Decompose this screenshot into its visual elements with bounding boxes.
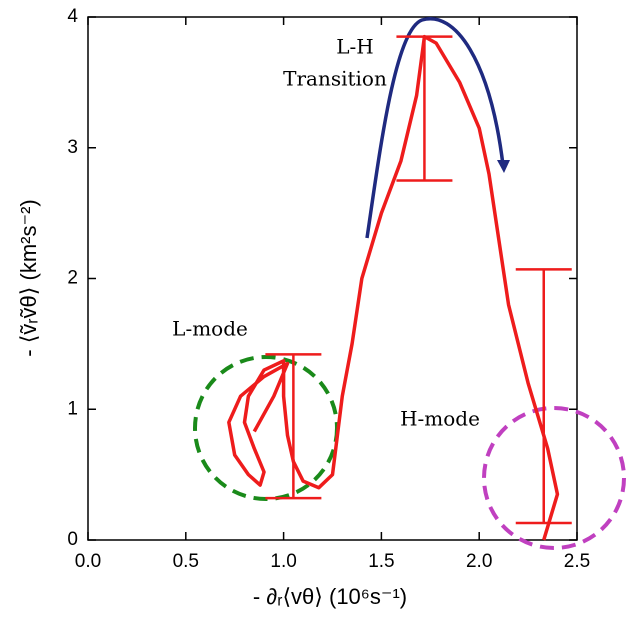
y-tick-label: 3 (67, 137, 78, 158)
y-axis-label: - ⟨ṽᵣṽθ⟩ (km²s⁻²) (16, 199, 41, 356)
data-line (227, 34, 560, 541)
l-mode-circle (193, 355, 339, 501)
arrow-head (497, 160, 510, 173)
annotation: L-mode (172, 317, 248, 341)
transition-arrow (365, 17, 505, 239)
annotation: Transition (283, 67, 387, 91)
annotation: H-mode (400, 407, 480, 431)
y-tick-label: 1 (67, 398, 78, 419)
x-tick-label: 1.0 (270, 551, 296, 572)
h-mode-circle (482, 406, 626, 550)
x-tick-label: 2.5 (564, 551, 590, 572)
x-tick-label: 1.5 (368, 551, 394, 572)
y-tick-label: 4 (67, 6, 78, 27)
y-tick-label: 0 (67, 529, 78, 550)
x-tick-label: 0.5 (173, 551, 199, 572)
y-tick-label: 2 (67, 268, 78, 289)
annotation: L-H (336, 35, 373, 59)
x-tick-label: 2.0 (466, 551, 492, 572)
x-axis-label: - ∂ᵣ⟨vθ⟩ (10⁶s⁻¹) (253, 584, 407, 609)
x-tick-label: 0.0 (75, 551, 101, 572)
